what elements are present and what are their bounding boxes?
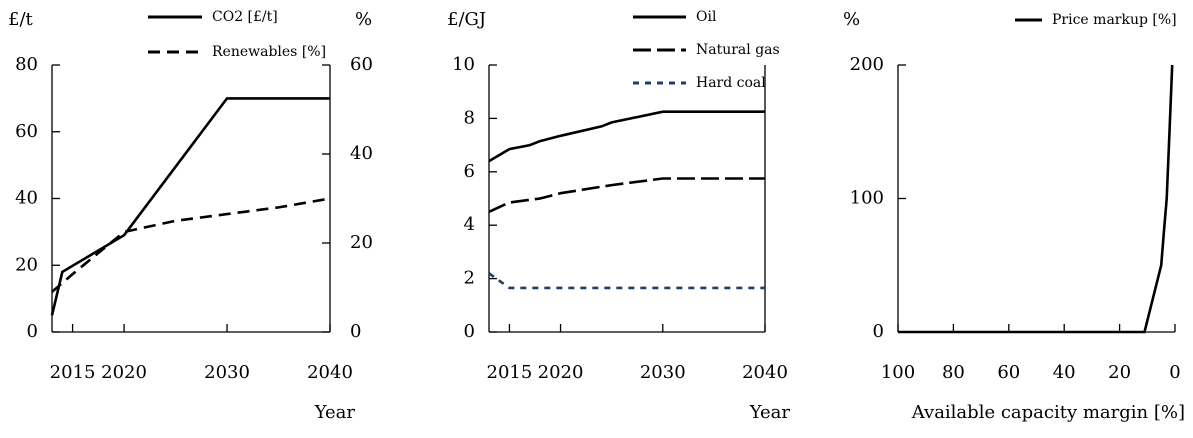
y2-tick-label: 0 bbox=[350, 321, 361, 342]
series-line bbox=[488, 110, 765, 163]
y2-tick-label: 60 bbox=[350, 54, 373, 75]
x-tick-label: 0 bbox=[1169, 362, 1180, 383]
y2-tick-label: 40 bbox=[350, 143, 373, 164]
y2-tick-label: 20 bbox=[350, 232, 373, 253]
x-tick-label: 80 bbox=[942, 362, 965, 383]
x-axis-label: Available capacity margin [%] bbox=[911, 402, 1185, 423]
x-tick-label: 2020 bbox=[538, 362, 584, 383]
y-unit-label: % bbox=[843, 9, 860, 30]
legend-label: Oil bbox=[696, 9, 717, 25]
series-line bbox=[488, 272, 765, 290]
legend-label: Price markup [%] bbox=[1052, 12, 1177, 28]
y-tick-label: 8 bbox=[464, 107, 475, 128]
y-tick-label: 20 bbox=[15, 254, 38, 275]
y-tick-label: 2 bbox=[464, 268, 475, 289]
y-tick-label: 0 bbox=[464, 321, 475, 342]
y-tick-label: 4 bbox=[464, 214, 475, 235]
y2-unit-label: % bbox=[355, 9, 372, 30]
x-axis-label: Year bbox=[749, 402, 791, 423]
series-line bbox=[50, 97, 330, 316]
x-tick-label: 2015 bbox=[487, 362, 533, 383]
x-tick-label: 2015 bbox=[50, 362, 96, 383]
y-unit-label: £/t bbox=[8, 9, 34, 30]
y-tick-label: 60 bbox=[15, 121, 38, 142]
legend-label: CO2 [£/t] bbox=[212, 9, 278, 25]
series-line bbox=[488, 177, 765, 213]
y-tick-label: 200 bbox=[850, 54, 884, 75]
x-tick-label: 100 bbox=[881, 362, 915, 383]
x-tick-label: 2030 bbox=[204, 362, 250, 383]
y-tick-label: 6 bbox=[464, 161, 475, 182]
series-line bbox=[898, 64, 1174, 334]
legend-label: Hard coal bbox=[696, 75, 766, 91]
legend-label: Renewables [%] bbox=[212, 44, 326, 60]
y-unit-label: £/GJ bbox=[447, 9, 486, 30]
x-tick-label: 40 bbox=[1053, 362, 1076, 383]
series-line bbox=[51, 197, 331, 293]
y-tick-label: 0 bbox=[27, 321, 38, 342]
x-tick-label: 2040 bbox=[307, 362, 353, 383]
x-tick-label: 60 bbox=[997, 362, 1020, 383]
y-tick-label: 10 bbox=[452, 54, 475, 75]
y-tick-label: 100 bbox=[850, 188, 884, 209]
x-tick-label: 2020 bbox=[101, 362, 147, 383]
x-tick-label: 2030 bbox=[640, 362, 686, 383]
y-tick-label: 80 bbox=[15, 54, 38, 75]
x-axis-label: Year bbox=[314, 402, 356, 423]
legend-label: Natural gas bbox=[696, 42, 780, 58]
x-tick-label: 2040 bbox=[742, 362, 788, 383]
y-tick-label: 40 bbox=[15, 188, 38, 209]
y-tick-label: 0 bbox=[873, 321, 884, 342]
x-tick-label: 20 bbox=[1108, 362, 1131, 383]
